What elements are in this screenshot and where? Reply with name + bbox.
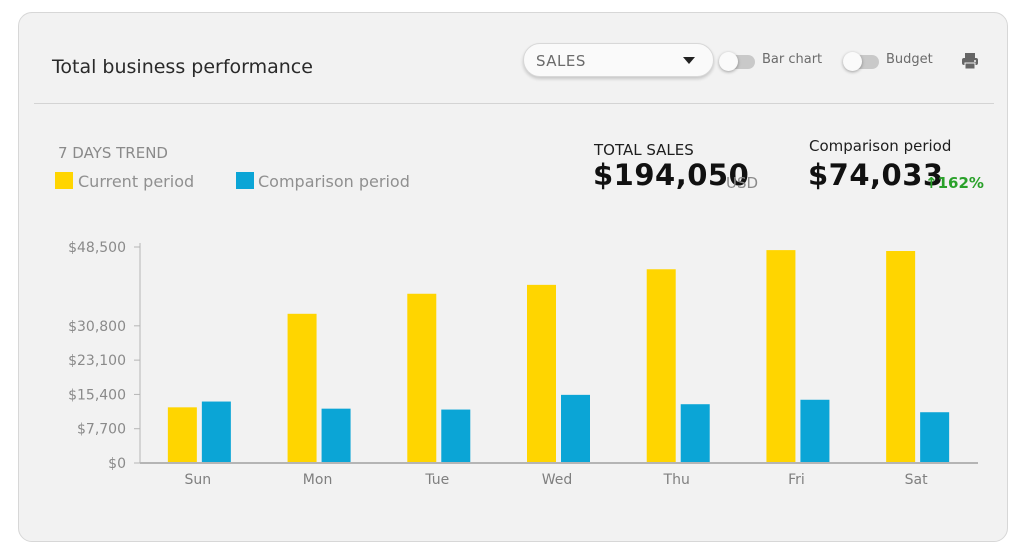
- y-tick-label: $0: [108, 456, 126, 472]
- y-tick-label: $15,400: [68, 387, 126, 403]
- bar-comparison-sat[interactable]: [920, 412, 950, 463]
- comparison-change: ↑162%: [925, 174, 984, 192]
- bar-chart-toggle-label: Bar chart: [762, 52, 823, 67]
- x-tick-label: Thu: [663, 472, 690, 488]
- legend-label-comparison: Comparison period: [258, 172, 410, 191]
- comparison-period-label: Comparison period: [809, 137, 952, 155]
- y-tick-label: $23,100: [68, 353, 126, 369]
- header-divider: [34, 103, 994, 104]
- bar-comparison-mon[interactable]: [321, 408, 351, 463]
- toggle-knob: [719, 52, 738, 71]
- x-tick-label: Sat: [905, 472, 928, 488]
- total-sales-unit: USD: [726, 174, 759, 192]
- bar-comparison-tue[interactable]: [441, 409, 471, 463]
- total-sales-label: TOTAL SALES: [594, 141, 694, 159]
- bar-comparison-fri[interactable]: [800, 399, 830, 463]
- legend-label-current: Current period: [78, 172, 195, 191]
- bar-chart: $0 $7,700 $15,400 $23,100 $30,800 $48,500 Sun…: [68, 240, 978, 488]
- bar-current-mon[interactable]: [287, 313, 317, 463]
- bar-current-tue[interactable]: [407, 293, 437, 463]
- bar-current-fri[interactable]: [766, 250, 796, 463]
- bar-comparison-thu[interactable]: [680, 404, 710, 463]
- y-tick-label: $48,500: [68, 240, 126, 256]
- legend-swatch-current: [55, 172, 73, 189]
- legend-swatch-comparison: [236, 172, 254, 189]
- y-tick-label: $7,700: [77, 422, 126, 438]
- budget-toggle-label: Budget: [886, 52, 933, 67]
- budget-toggle[interactable]: [843, 52, 879, 71]
- caret-down-icon: [683, 57, 695, 64]
- printer-icon[interactable]: [960, 51, 980, 71]
- x-axis: Sun Mon Tue Wed Thu Fri Sat: [140, 462, 978, 488]
- bar-current-wed[interactable]: [527, 284, 556, 463]
- bars: [167, 250, 950, 463]
- metric-select-value: SALES: [536, 52, 586, 70]
- bar-current-sun[interactable]: [167, 407, 197, 463]
- x-tick-label: Fri: [788, 472, 805, 488]
- x-tick-label: Mon: [303, 472, 333, 488]
- y-tick-label: $30,800: [68, 319, 126, 335]
- x-tick-label: Tue: [424, 472, 449, 488]
- bar-current-thu[interactable]: [646, 269, 676, 463]
- comparison-period-value: $74,033: [808, 158, 944, 192]
- bar-current-sat[interactable]: [886, 251, 916, 463]
- bar-chart-toggle[interactable]: [719, 52, 755, 71]
- card-title: Total business performance: [52, 56, 313, 78]
- x-tick-label: Sun: [185, 472, 212, 488]
- trend-label: 7 DAYS TREND: [58, 144, 168, 162]
- total-sales-value: $194,050: [593, 158, 750, 192]
- toggle-knob: [843, 52, 862, 71]
- metric-select[interactable]: SALES: [523, 43, 714, 77]
- y-axis: $0 $7,700 $15,400 $23,100 $30,800 $48,500: [68, 240, 141, 472]
- bar-comparison-wed[interactable]: [561, 394, 590, 463]
- bar-comparison-sun[interactable]: [201, 401, 231, 463]
- x-tick-label: Wed: [542, 472, 573, 488]
